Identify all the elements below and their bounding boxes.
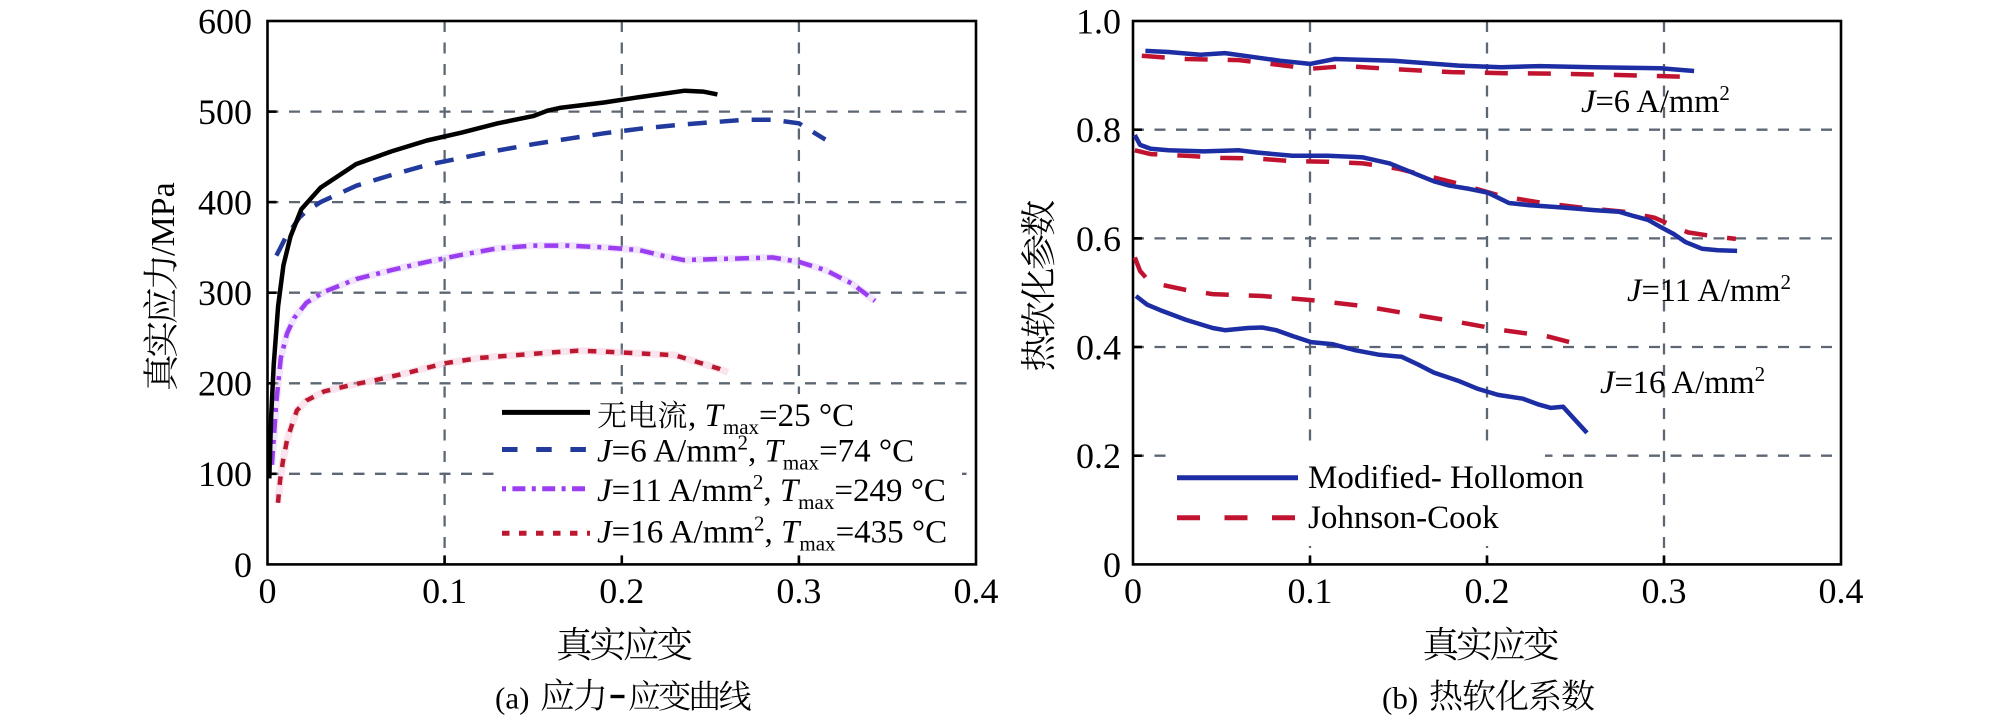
svg-text:/MPa: /MPa xyxy=(145,182,182,256)
svg-text:Johnson-Cook: Johnson-Cook xyxy=(1308,500,1499,536)
svg-text:0.6: 0.6 xyxy=(1076,219,1121,259)
svg-text:500: 500 xyxy=(198,92,252,132)
svg-text:0: 0 xyxy=(259,571,277,611)
svg-text:0.4: 0.4 xyxy=(1076,327,1121,367)
svg-text:, Tmax=25 °C: , Tmax=25 °C xyxy=(688,398,854,439)
svg-text:600: 600 xyxy=(198,1,252,41)
svg-text:1.0: 1.0 xyxy=(1076,1,1121,41)
svg-text:J=16 A/mm2: J=16 A/mm2 xyxy=(1600,362,1765,401)
svg-text:0.1: 0.1 xyxy=(422,571,467,611)
svg-text:400: 400 xyxy=(198,183,252,223)
svg-text:0.8: 0.8 xyxy=(1076,110,1121,150)
svg-text:J=6 A/mm2, Tmax=74 °C: J=6 A/mm2, Tmax=74 °C xyxy=(597,431,914,475)
svg-text:200: 200 xyxy=(198,364,252,404)
svg-text:(a): (a) xyxy=(495,681,529,716)
svg-text:0.1: 0.1 xyxy=(1288,571,1333,611)
svg-text:Modified- Hollomon: Modified- Hollomon xyxy=(1308,460,1584,496)
svg-text:100: 100 xyxy=(198,454,252,494)
svg-text:0.3: 0.3 xyxy=(1642,571,1687,611)
svg-text:0.2: 0.2 xyxy=(1076,436,1121,476)
svg-text:0.4: 0.4 xyxy=(954,571,999,611)
svg-text:300: 300 xyxy=(198,273,252,313)
svg-text:0: 0 xyxy=(1103,545,1121,585)
svg-text:0.2: 0.2 xyxy=(1465,571,1510,611)
svg-text:J=11 A/mm2, Tmax=249 °C: J=11 A/mm2, Tmax=249 °C xyxy=(597,470,946,514)
svg-text:0: 0 xyxy=(234,545,252,585)
svg-text:(b): (b) xyxy=(1382,681,1418,716)
svg-text:J=6 A/mm2: J=6 A/mm2 xyxy=(1581,81,1730,120)
svg-text:0.4: 0.4 xyxy=(1819,571,1864,611)
svg-text:0: 0 xyxy=(1124,571,1142,611)
svg-text:0.3: 0.3 xyxy=(776,571,821,611)
svg-text:0.2: 0.2 xyxy=(599,571,644,611)
svg-text:J=16 A/mm2, Tmax=435 °C: J=16 A/mm2, Tmax=435 °C xyxy=(597,511,947,555)
svg-text:J=11 A/mm2: J=11 A/mm2 xyxy=(1627,270,1791,309)
